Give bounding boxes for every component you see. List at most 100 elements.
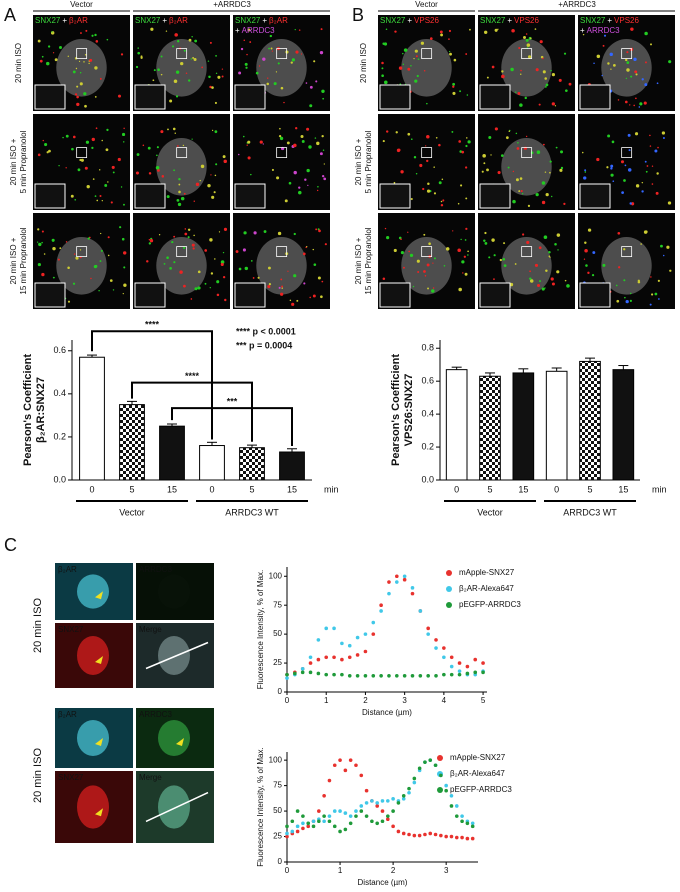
puncta bbox=[180, 196, 185, 201]
puncta bbox=[429, 37, 433, 40]
data-point bbox=[380, 819, 385, 824]
x-tick-label: 5 bbox=[129, 484, 134, 494]
row-label: 20 min ISO bbox=[32, 598, 44, 653]
roi-box bbox=[176, 48, 188, 59]
y-tick-label: 0.2 bbox=[53, 431, 66, 441]
puncta bbox=[197, 270, 201, 274]
column-label: SNX27 + VPS26 bbox=[580, 16, 639, 25]
x-tick-label: 3 bbox=[444, 866, 449, 875]
puncta bbox=[615, 284, 618, 287]
puncta bbox=[662, 254, 665, 257]
puncta bbox=[104, 184, 108, 187]
data-point bbox=[470, 824, 475, 829]
puncta bbox=[494, 127, 498, 131]
puncta bbox=[525, 135, 528, 138]
puncta bbox=[646, 165, 649, 167]
puncta bbox=[211, 86, 214, 89]
tile-label: Merge bbox=[139, 625, 162, 634]
inset bbox=[134, 84, 166, 110]
puncta bbox=[555, 146, 558, 149]
puncta bbox=[294, 28, 296, 31]
data-point bbox=[454, 804, 459, 808]
data-point bbox=[354, 763, 358, 768]
puncta bbox=[465, 137, 468, 139]
puncta bbox=[72, 282, 76, 285]
puncta bbox=[544, 287, 546, 289]
puncta bbox=[433, 257, 436, 260]
puncta bbox=[612, 180, 615, 183]
y-tick-label: 100 bbox=[269, 571, 283, 580]
puncta bbox=[426, 263, 430, 267]
puncta bbox=[224, 298, 227, 302]
puncta bbox=[101, 200, 103, 202]
puncta bbox=[393, 181, 396, 184]
puncta bbox=[626, 51, 629, 54]
row-label: 15 min Propranolol bbox=[19, 227, 28, 294]
puncta bbox=[438, 181, 442, 185]
puncta bbox=[76, 85, 79, 88]
puncta bbox=[610, 167, 613, 170]
data-point bbox=[460, 819, 464, 824]
data-point bbox=[391, 797, 395, 801]
puncta bbox=[384, 227, 387, 230]
data-point bbox=[449, 804, 454, 808]
puncta bbox=[625, 58, 628, 62]
puncta bbox=[171, 45, 175, 48]
significance-bracket bbox=[91, 330, 213, 440]
puncta bbox=[309, 296, 311, 299]
puncta bbox=[415, 55, 418, 58]
puncta bbox=[277, 62, 280, 65]
inset bbox=[379, 282, 411, 308]
y-tick-label: 50 bbox=[273, 806, 282, 815]
puncta bbox=[545, 269, 548, 273]
puncta bbox=[412, 285, 415, 288]
puncta bbox=[529, 277, 532, 280]
data-point bbox=[343, 768, 348, 773]
data-point bbox=[322, 814, 326, 818]
puncta bbox=[667, 201, 672, 205]
puncta bbox=[649, 145, 652, 147]
puncta bbox=[153, 69, 156, 72]
puncta bbox=[94, 95, 97, 98]
data-point bbox=[465, 671, 470, 676]
puncta bbox=[523, 146, 527, 150]
puncta bbox=[95, 127, 98, 130]
puncta bbox=[435, 136, 438, 139]
puncta bbox=[510, 67, 514, 72]
puncta bbox=[182, 246, 186, 249]
inset bbox=[134, 282, 166, 308]
tile-label: Merge bbox=[139, 773, 162, 782]
puncta bbox=[192, 247, 195, 250]
label-segment: + bbox=[407, 16, 412, 25]
puncta bbox=[146, 260, 149, 263]
puncta bbox=[651, 165, 654, 167]
puncta bbox=[167, 128, 169, 131]
row-label: 20 min ISO + bbox=[354, 237, 363, 284]
data-point bbox=[401, 793, 406, 798]
label-segment: β₂AR bbox=[169, 16, 188, 25]
puncta bbox=[535, 192, 539, 197]
puncta bbox=[176, 145, 179, 147]
puncta bbox=[67, 55, 69, 57]
roi-box bbox=[521, 48, 533, 59]
data-point bbox=[410, 673, 415, 678]
data-point bbox=[316, 638, 321, 642]
group-header: Vector bbox=[70, 0, 93, 9]
puncta bbox=[214, 258, 216, 260]
puncta bbox=[204, 249, 208, 252]
puncta bbox=[140, 55, 143, 58]
puncta bbox=[385, 130, 389, 133]
data-point bbox=[375, 801, 379, 805]
puncta bbox=[72, 70, 76, 74]
puncta bbox=[313, 263, 317, 266]
puncta bbox=[563, 52, 567, 55]
puncta bbox=[295, 127, 298, 130]
puncta bbox=[626, 68, 630, 72]
y-tick-label: 25 bbox=[273, 832, 282, 841]
puncta bbox=[98, 169, 101, 171]
y-axis-label: Pearson's Coefficient bbox=[22, 354, 34, 466]
puncta bbox=[612, 63, 616, 67]
data-point bbox=[439, 773, 443, 778]
x-tick-label: 15 bbox=[518, 484, 528, 494]
puncta bbox=[484, 231, 487, 235]
